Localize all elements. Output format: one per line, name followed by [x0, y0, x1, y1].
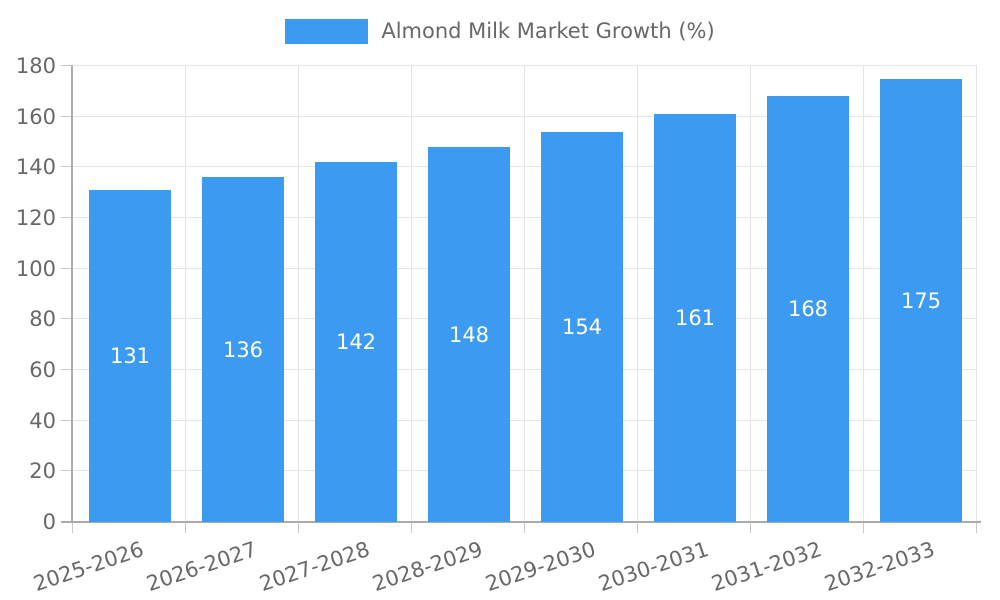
x-gridline [298, 66, 299, 522]
y-axis-label: 80 [29, 307, 56, 332]
x-gridline [411, 66, 412, 522]
y-gridline [73, 369, 977, 370]
bar[interactable]: 131 [89, 190, 171, 522]
bar-value-label: 136 [222, 337, 264, 362]
bar[interactable]: 161 [654, 114, 736, 522]
y-gridline [73, 267, 977, 269]
x-tick [72, 522, 73, 533]
x-tick [976, 522, 977, 533]
x-tick [863, 522, 864, 533]
y-axis-label: 20 [29, 459, 56, 484]
x-gridline [863, 66, 864, 522]
y-axis-label: 180 [15, 54, 56, 78]
y-tick [61, 419, 73, 421]
y-tick [61, 369, 73, 370]
bar-value-label: 142 [335, 330, 377, 354]
y-axis-label: 120 [15, 206, 56, 230]
bar-value-label: 168 [787, 297, 829, 321]
bar-value-label: 154 [561, 315, 603, 339]
y-tick [61, 470, 73, 472]
x-tick [524, 522, 525, 533]
bar[interactable]: 154 [541, 132, 623, 522]
bar-value-label: 161 [674, 306, 716, 330]
x-tick [411, 522, 412, 533]
x-gridline [524, 66, 525, 522]
y-axis-label: 140 [15, 155, 56, 180]
x-tick [637, 522, 638, 533]
bar[interactable]: 175 [880, 79, 962, 522]
y-gridline [73, 166, 977, 168]
legend: Almond Milk Market Growth (%) [0, 19, 1000, 44]
bar-value-label: 175 [900, 288, 942, 313]
x-tick [185, 522, 186, 533]
bar-value-label: 131 [109, 344, 151, 368]
y-axis-label: 100 [15, 256, 56, 281]
y-axis-label: 40 [29, 408, 56, 433]
y-tick [61, 65, 73, 66]
bar[interactable]: 136 [202, 177, 284, 522]
y-gridline [73, 470, 977, 472]
y-tick [61, 318, 73, 320]
bar[interactable]: 142 [315, 162, 397, 522]
y-gridline [73, 115, 977, 117]
x-gridline [637, 66, 638, 522]
x-axis-line [61, 521, 981, 523]
y-gridline [73, 65, 977, 66]
legend-item[interactable]: Almond Milk Market Growth (%) [285, 19, 715, 44]
y-axis-label: 160 [15, 104, 56, 129]
x-gridline [976, 66, 977, 522]
y-tick [61, 267, 73, 269]
x-gridline [750, 66, 751, 522]
y-gridline [73, 217, 977, 218]
y-axis-label: 0 [42, 510, 56, 534]
y-tick [61, 115, 73, 117]
y-gridline [73, 318, 977, 320]
x-tick [298, 522, 299, 533]
legend-swatch [285, 19, 369, 44]
y-tick [61, 217, 73, 218]
y-gridline [73, 419, 977, 421]
y-axis-line [71, 66, 73, 522]
y-axis-label: 60 [29, 358, 56, 382]
x-tick [750, 522, 751, 533]
bar-value-label: 148 [448, 322, 490, 347]
x-gridline [185, 66, 186, 522]
y-tick [61, 166, 73, 168]
bar[interactable]: 148 [428, 147, 510, 522]
bar[interactable]: 168 [767, 96, 849, 522]
legend-label: Almond Milk Market Growth (%) [381, 19, 715, 43]
